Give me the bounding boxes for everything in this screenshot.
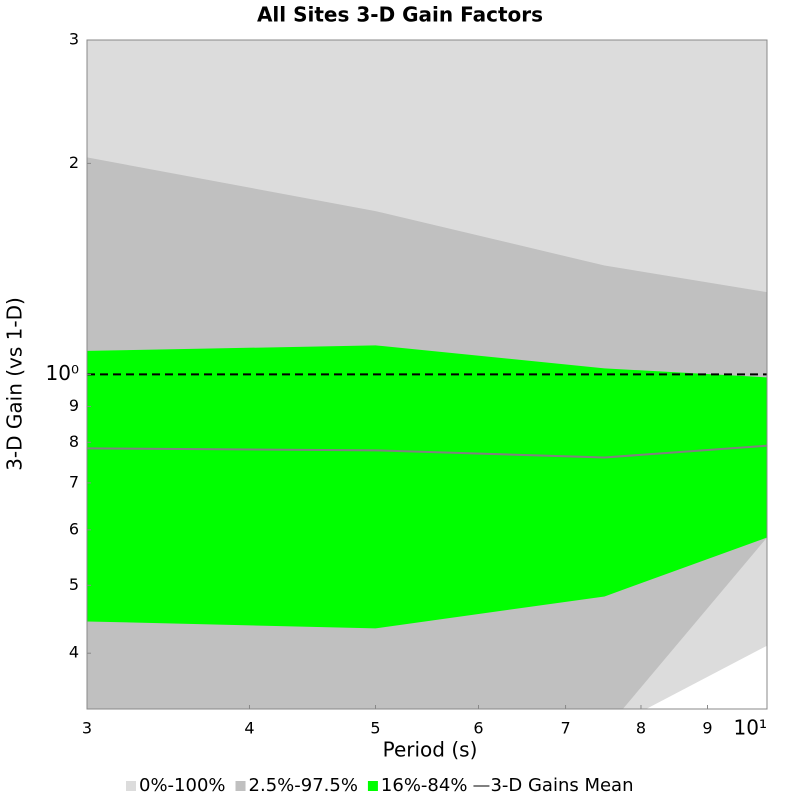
x-tick-label: 7 — [560, 719, 570, 738]
mean-line — [87, 444, 767, 459]
legend-label: 2.5%-97.5% — [249, 775, 358, 796]
x-tick-label: 3 — [82, 719, 92, 738]
plot-area — [87, 40, 767, 709]
chart-title: All Sites 3-D Gain Factors — [257, 3, 543, 27]
legend-swatch — [367, 781, 378, 791]
x-tick-label: 9 — [702, 719, 712, 738]
x-tick-label: 4 — [244, 719, 254, 738]
band-area — [87, 345, 767, 629]
x-tick-label: 10¹ — [734, 716, 767, 740]
y-tick-label: 7 — [69, 472, 79, 491]
y-tick-label: 4 — [69, 643, 79, 662]
x-axis-label: Period (s) — [383, 738, 478, 762]
legend-label: 0%-100% — [139, 775, 226, 796]
legend-label: 16%-84% — [381, 775, 468, 796]
legend-label: 3-D Gains Mean — [490, 775, 633, 796]
x-tick-label: 6 — [473, 719, 483, 738]
x-tick-label: 8 — [636, 719, 646, 738]
legend-swatch — [126, 781, 136, 791]
x-tick-label: 5 — [370, 719, 380, 738]
legend-swatch — [235, 781, 246, 791]
y-axis-label: 3-D Gain (vs 1-D) — [3, 297, 27, 471]
legend: 0%-100% 2.5%-97.5% 16%-84% 3-D Gains Mean — [126, 775, 634, 796]
y-tick-label: 2 — [69, 153, 79, 172]
y-tick-label: 6 — [69, 519, 79, 538]
y-tick-label: 9 — [69, 396, 79, 415]
y-tick-label: 8 — [69, 432, 79, 451]
y-tick-label: 3 — [69, 30, 79, 49]
y-tick-label: 10⁰ — [46, 361, 79, 385]
y-tick-label: 5 — [69, 575, 79, 594]
axes: 3 4 5 6 7 8 9 10¹ 4 5 6 7 8 9 10⁰ 2 3 — [46, 30, 768, 740]
